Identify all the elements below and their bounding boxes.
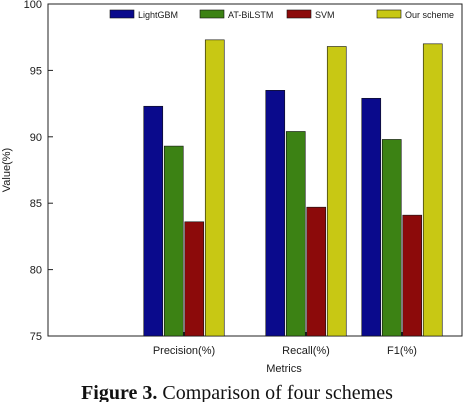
axis-ticks: 75 80 85 90 95 100 Precision(%) Recall(%) F1(%) (24, 0, 417, 357)
legend: LightGBM AT-BiLSTM SVM Our scheme (109, 9, 454, 20)
x-tick-label: Recall(%) (282, 345, 330, 357)
legend-label: SVM (315, 10, 335, 20)
y-tick-label: 75 (30, 331, 42, 343)
legend-label: AT-BiLSTM (228, 10, 273, 20)
legend-swatch (376, 9, 402, 19)
bar-svm-0 (184, 221, 205, 337)
y-tick-label: 100 (24, 0, 42, 11)
legend-label: LightGBM (138, 10, 178, 20)
y-tick-label: 85 (30, 198, 42, 210)
figure-caption: Figure 3. Comparison of four schemes (0, 378, 474, 402)
bar-lightgbm-0 (143, 105, 164, 337)
bar-lightgbm-2 (361, 97, 382, 337)
bar-at-bilstm-2 (381, 139, 402, 337)
x-axis-label: Metrics (266, 363, 302, 375)
bar-at-bilstm-0 (163, 145, 184, 337)
legend-swatch (286, 9, 312, 19)
caption-label: Figure 3. (81, 382, 158, 402)
bar-our-scheme-1 (326, 46, 347, 337)
legend-label: Our scheme (405, 10, 454, 20)
bar-svm-1 (306, 206, 327, 337)
bar-svm-2 (402, 214, 423, 337)
y-tick-label: 95 (30, 65, 42, 77)
x-tick-label: F1(%) (387, 345, 417, 357)
y-tick-label: 90 (30, 132, 42, 144)
x-tick-label: Precision(%) (153, 345, 215, 357)
plot-border (47, 3, 463, 337)
bar-lightgbm-1 (265, 90, 286, 337)
caption-text: Comparison of four schemes (162, 382, 393, 402)
y-axis-label: Value(%) (1, 148, 13, 192)
bar-our-scheme-0 (204, 39, 225, 337)
legend-swatch (199, 9, 225, 19)
plot-frame (47, 3, 463, 337)
y-tick-label: 80 (30, 265, 42, 277)
bars (143, 39, 443, 337)
bar-our-scheme-2 (422, 43, 443, 337)
legend-swatch (109, 9, 135, 19)
bar-at-bilstm-1 (285, 131, 306, 337)
